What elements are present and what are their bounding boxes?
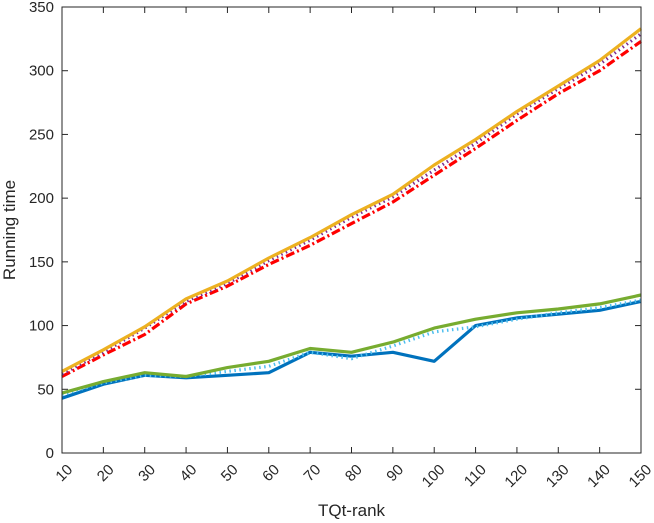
x-tick-label: 10 <box>52 461 76 485</box>
x-tick-label: 110 <box>461 461 490 490</box>
series-line-4 <box>61 40 642 378</box>
series-line-1 <box>61 299 642 400</box>
series-layer <box>61 27 642 400</box>
plot-background <box>62 7 641 453</box>
y-tick-label: 200 <box>29 190 54 207</box>
series-line-3 <box>61 293 642 395</box>
y-tick-label: 350 <box>29 0 54 16</box>
x-tick-label: 40 <box>177 461 201 485</box>
y-tick-label: 150 <box>29 254 54 271</box>
x-tick-label: 90 <box>383 461 407 485</box>
y-tick-label: 100 <box>29 318 54 335</box>
series-line-2 <box>61 298 642 396</box>
x-tick-label: 150 <box>626 461 654 491</box>
plot-area <box>62 7 641 453</box>
x-tick-label: 20 <box>94 461 118 485</box>
x-tick-label: 70 <box>301 461 325 485</box>
x-tick-label: 80 <box>342 461 366 485</box>
y-tick-label: 0 <box>46 445 54 462</box>
x-tick-label: 140 <box>584 461 614 491</box>
x-tick-label: 30 <box>135 461 159 485</box>
x-tick-label: 120 <box>501 461 531 491</box>
y-tick-label: 300 <box>29 63 54 80</box>
x-axis-label: TQt-rank <box>318 501 386 520</box>
series-line-6 <box>61 27 642 373</box>
x-tick-label: 130 <box>543 461 573 491</box>
y-tick-label: 50 <box>37 381 54 398</box>
x-tick-label: 100 <box>419 461 449 491</box>
y-tick-label: 250 <box>29 126 54 143</box>
y-axis-label: Running time <box>0 180 19 280</box>
y-axis: 0 50 100 150 200 250 300 350 <box>29 0 641 462</box>
x-tick-label: 60 <box>259 461 283 485</box>
x-tick-label: 50 <box>218 461 242 485</box>
